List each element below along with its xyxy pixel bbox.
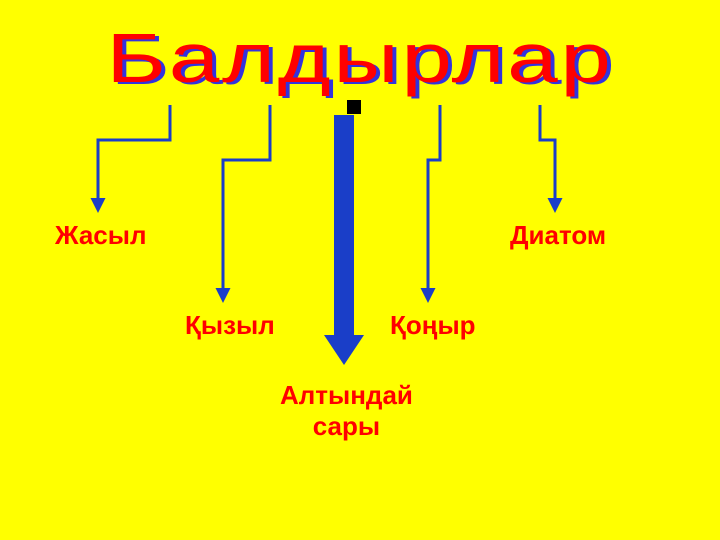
label-zhasyl: Жасыл — [55, 220, 146, 251]
page-title: Балдырлар — [0, 18, 720, 98]
label-konyr: Қоңыр — [390, 310, 476, 341]
label-kyzyl: Қызыл — [185, 310, 275, 341]
title-text: Балдырлар — [106, 19, 613, 97]
label-diatom: Диатом — [510, 220, 606, 251]
label-altyndai: Алтындай сары — [280, 380, 413, 442]
